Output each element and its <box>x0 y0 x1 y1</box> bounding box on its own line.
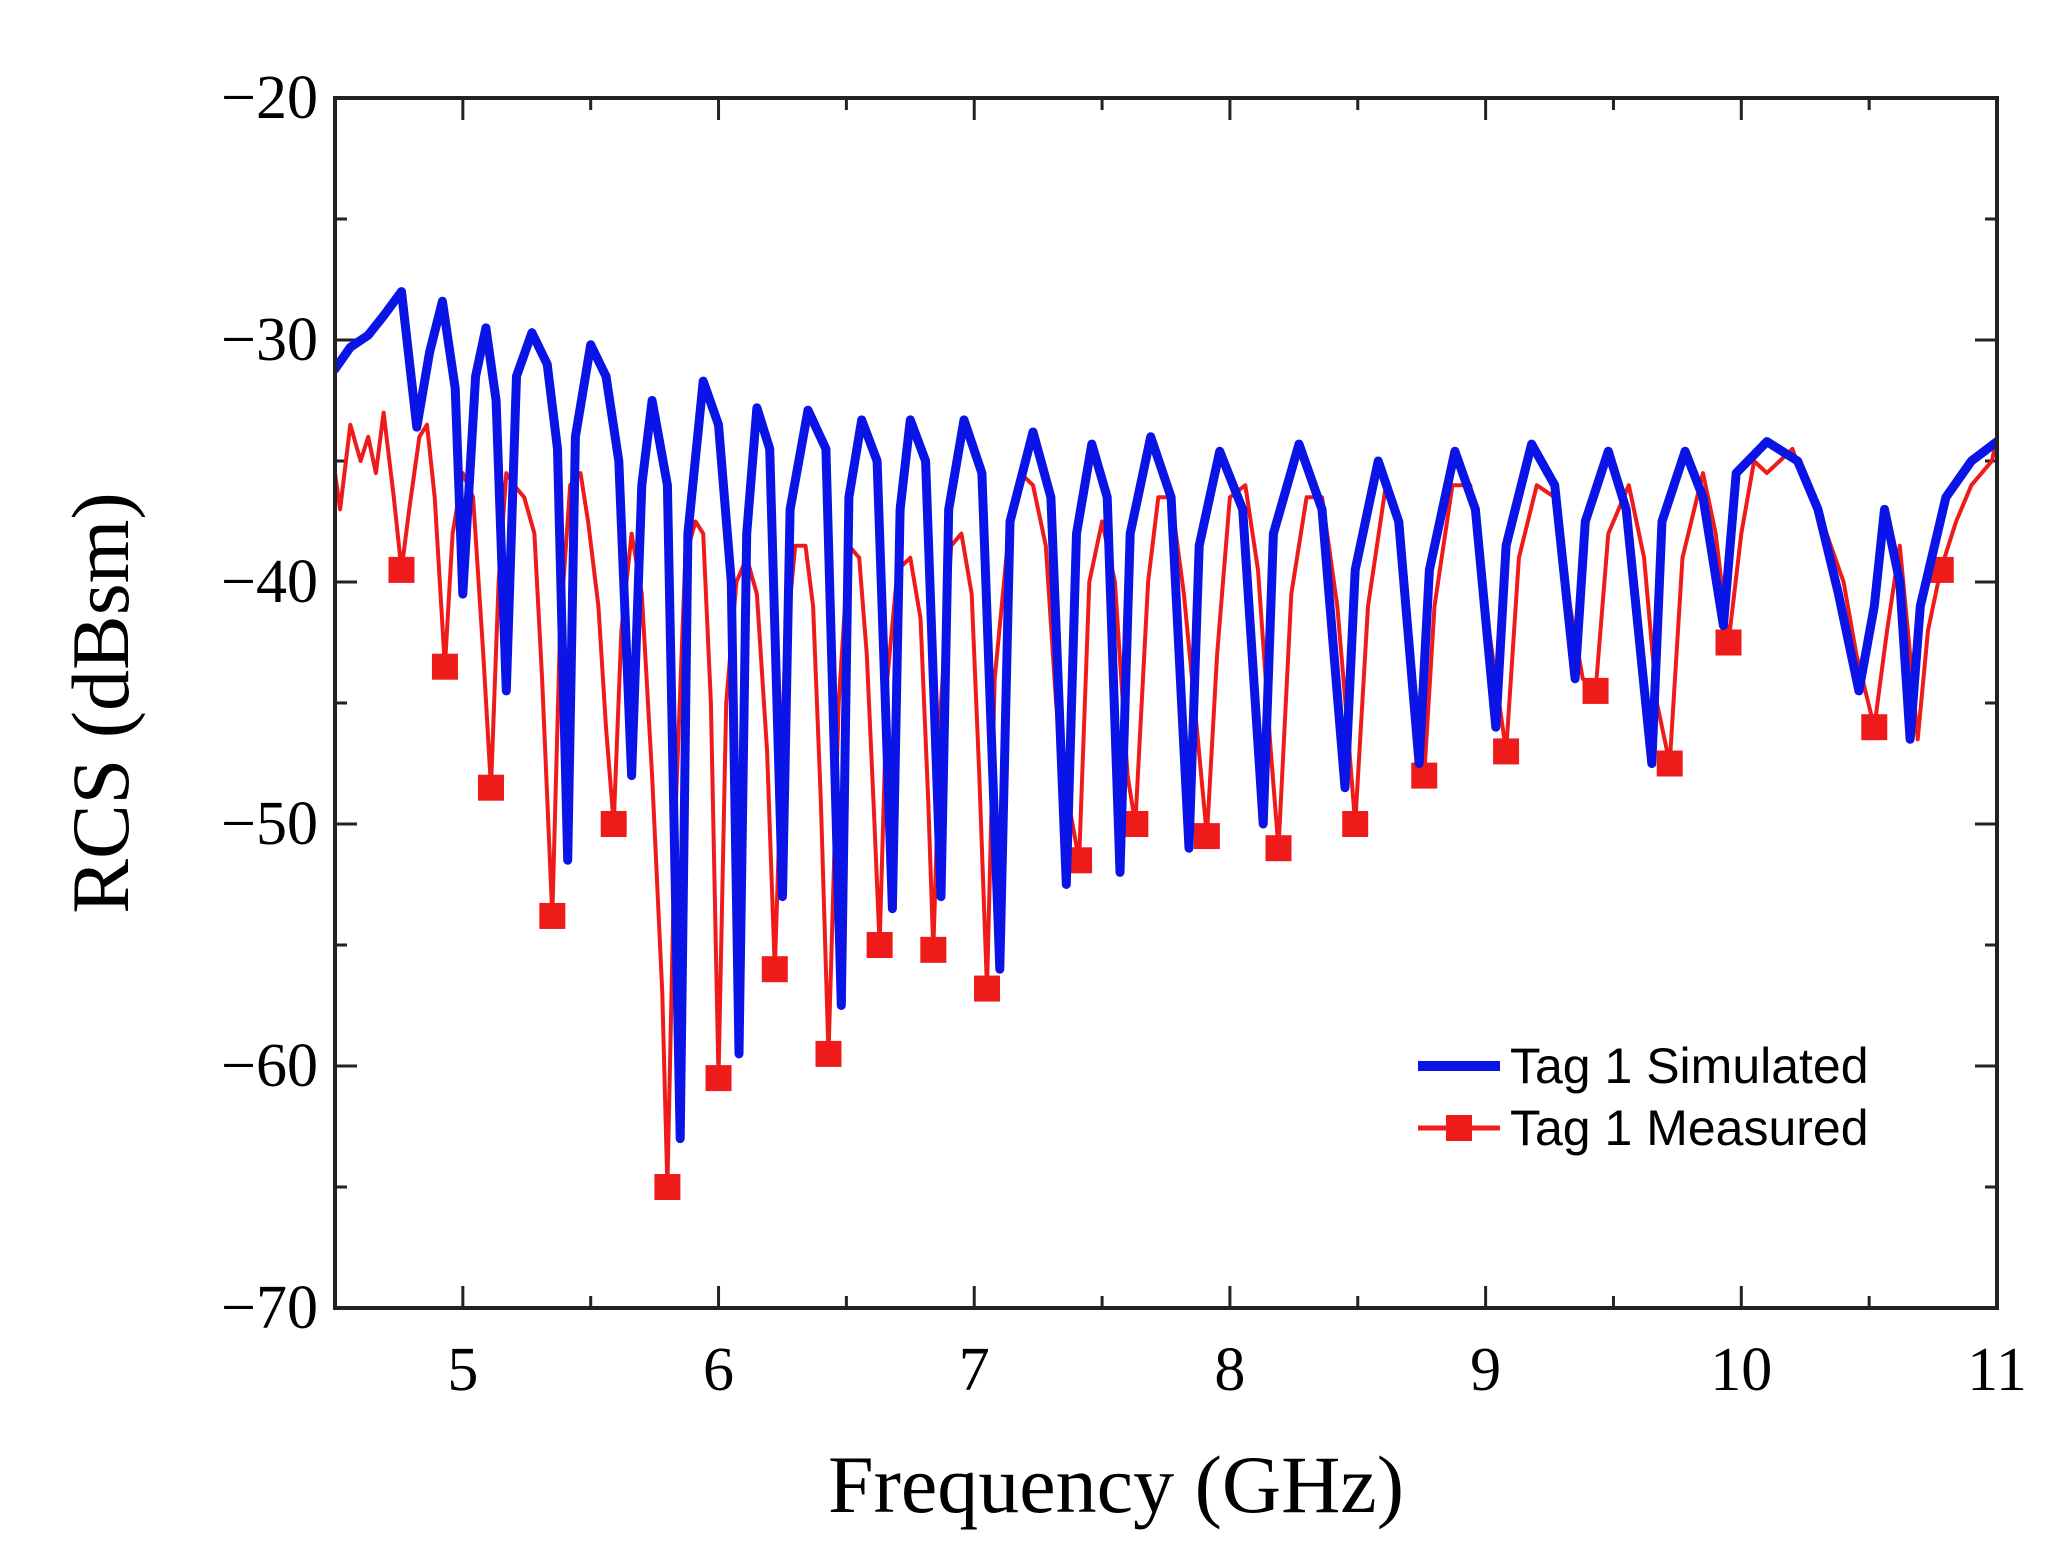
y-axis-title: RCS (dBsm) <box>55 492 146 914</box>
measured-marker <box>1265 835 1292 862</box>
measured-marker <box>539 902 566 929</box>
x-tick-label: 8 <box>1214 1336 1245 1404</box>
y-tick-label: −40 <box>221 548 318 616</box>
measured-marker <box>974 975 1001 1002</box>
measured-marker <box>866 932 893 958</box>
y-tick-label: −70 <box>221 1274 318 1342</box>
measured-marker <box>761 956 788 983</box>
measured-marker <box>1122 811 1149 837</box>
x-tick-label: 7 <box>959 1336 990 1404</box>
y-tick-label: −30 <box>221 306 318 374</box>
x-tick-label: 11 <box>1967 1336 2027 1404</box>
y-tick-label: −50 <box>221 790 318 858</box>
x-axis-title: Frequency (GHz) <box>828 1439 1404 1530</box>
x-tick-label: 5 <box>447 1336 478 1404</box>
y-tick-label: −60 <box>221 1032 318 1100</box>
legend-label-simulated: Tag 1 Simulated <box>1510 1038 1869 1094</box>
measured-marker <box>1861 714 1888 741</box>
measured-marker <box>1411 762 1438 789</box>
measured-marker <box>431 653 458 680</box>
measured-marker <box>1715 629 1742 656</box>
measured-marker <box>1656 750 1683 777</box>
measured-marker <box>705 1065 732 1092</box>
legend-label-measured: Tag 1 Measured <box>1510 1100 1869 1156</box>
measured-marker <box>1342 811 1369 837</box>
measured-marker <box>1193 823 1220 850</box>
measured-marker <box>815 1040 842 1067</box>
legend: Tag 1 Simulated Tag 1 Measured <box>1418 1038 1869 1156</box>
y-tick-label: −20 <box>221 64 318 132</box>
tick-labels: 5 6 7 8 9 10 11 −20 −30 −40 −50 −60 −70 <box>221 64 2027 1404</box>
measured-marker <box>600 811 627 837</box>
measured-marker <box>654 1174 681 1200</box>
measured-marker <box>1582 677 1609 704</box>
x-tick-label: 9 <box>1470 1336 1501 1404</box>
measured-marker <box>920 936 947 963</box>
measured-marker <box>388 556 415 583</box>
x-tick-label: 10 <box>1710 1336 1772 1404</box>
x-tick-label: 6 <box>703 1336 734 1404</box>
measured-marker <box>477 774 504 801</box>
series-layer <box>335 287 1997 1200</box>
legend-marker-measured <box>1446 1115 1472 1141</box>
measured-marker <box>1493 738 1520 765</box>
plot-frame <box>333 96 1999 1310</box>
series-line-simulated <box>335 287 1997 1144</box>
